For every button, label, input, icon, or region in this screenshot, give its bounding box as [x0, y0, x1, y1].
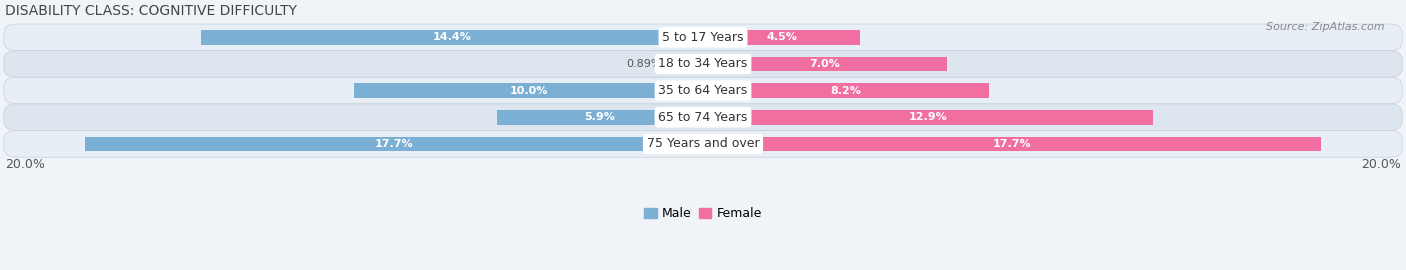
Text: 0.89%: 0.89% — [626, 59, 661, 69]
Bar — [703, 83, 988, 98]
Text: 10.0%: 10.0% — [509, 86, 548, 96]
Text: 35 to 64 Years: 35 to 64 Years — [658, 84, 748, 97]
Text: 20.0%: 20.0% — [1361, 158, 1400, 171]
Text: 5.9%: 5.9% — [585, 112, 616, 122]
Bar — [703, 30, 860, 45]
Bar — [498, 110, 703, 124]
Text: 75 Years and over: 75 Years and over — [647, 137, 759, 150]
FancyBboxPatch shape — [4, 77, 1402, 104]
Bar — [201, 30, 703, 45]
Bar — [672, 57, 703, 71]
Text: Source: ZipAtlas.com: Source: ZipAtlas.com — [1267, 22, 1385, 32]
Text: 8.2%: 8.2% — [831, 86, 862, 96]
Text: 65 to 74 Years: 65 to 74 Years — [658, 111, 748, 124]
Text: 14.4%: 14.4% — [433, 32, 471, 42]
Text: 17.7%: 17.7% — [993, 139, 1031, 149]
Text: 4.5%: 4.5% — [766, 32, 797, 42]
Text: 17.7%: 17.7% — [375, 139, 413, 149]
Text: 12.9%: 12.9% — [908, 112, 948, 122]
FancyBboxPatch shape — [4, 24, 1402, 51]
Text: 7.0%: 7.0% — [810, 59, 841, 69]
Text: 5 to 17 Years: 5 to 17 Years — [662, 31, 744, 44]
Bar — [703, 110, 1153, 124]
FancyBboxPatch shape — [4, 104, 1402, 131]
Bar — [86, 137, 703, 151]
Text: DISABILITY CLASS: COGNITIVE DIFFICULTY: DISABILITY CLASS: COGNITIVE DIFFICULTY — [6, 4, 297, 18]
Bar — [354, 83, 703, 98]
Bar — [703, 57, 948, 71]
FancyBboxPatch shape — [4, 131, 1402, 157]
Text: 18 to 34 Years: 18 to 34 Years — [658, 58, 748, 70]
FancyBboxPatch shape — [4, 51, 1402, 77]
Legend: Male, Female: Male, Female — [640, 202, 766, 225]
Text: 20.0%: 20.0% — [6, 158, 45, 171]
Bar — [703, 137, 1320, 151]
